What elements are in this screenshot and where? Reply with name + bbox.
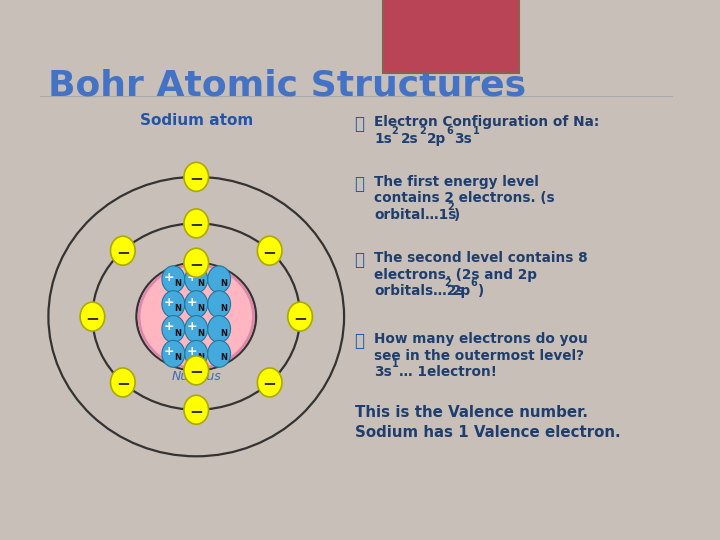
Text: ): ) <box>478 285 484 299</box>
Circle shape <box>207 340 230 367</box>
Circle shape <box>162 266 185 293</box>
Text: see in the outermost level?: see in the outermost level? <box>374 349 584 363</box>
Text: −: − <box>86 308 99 327</box>
Text: 1s: 1s <box>374 132 392 146</box>
Text: 3s: 3s <box>374 365 392 379</box>
Text: −: − <box>189 215 203 233</box>
Text: N: N <box>220 354 227 362</box>
Text: N: N <box>174 279 181 288</box>
Circle shape <box>162 315 185 342</box>
Text: +: + <box>163 320 174 333</box>
Text: 2: 2 <box>447 201 454 212</box>
Text: Electron Configuration of Na:: Electron Configuration of Na: <box>374 114 599 129</box>
Text: −: − <box>189 255 203 273</box>
Circle shape <box>185 315 207 342</box>
Text: N: N <box>220 304 227 313</box>
Circle shape <box>185 291 207 318</box>
Circle shape <box>185 266 207 293</box>
Circle shape <box>207 266 230 293</box>
Text: 6: 6 <box>471 278 477 288</box>
Circle shape <box>162 340 185 367</box>
Text: ): ) <box>454 208 460 222</box>
Text: +: + <box>186 345 197 358</box>
Text: −: − <box>263 374 276 393</box>
Text: This is the Valence number.: This is the Valence number. <box>355 404 588 420</box>
Circle shape <box>257 236 282 265</box>
Circle shape <box>184 356 209 385</box>
Text: 1: 1 <box>392 359 398 369</box>
Text: N: N <box>197 354 204 362</box>
Text: ⎈: ⎈ <box>355 114 364 133</box>
Text: Bohr Atomic Structures: Bohr Atomic Structures <box>48 68 526 102</box>
Circle shape <box>257 368 282 397</box>
Text: 2: 2 <box>444 278 451 288</box>
Text: +: + <box>163 271 174 284</box>
Text: N: N <box>197 279 204 288</box>
Text: orbital…1s: orbital…1s <box>374 208 456 222</box>
Text: ⎈: ⎈ <box>355 332 364 350</box>
Text: Sodium atom: Sodium atom <box>140 113 253 127</box>
Text: 2: 2 <box>392 126 398 136</box>
Text: −: − <box>116 243 130 261</box>
Circle shape <box>184 163 209 191</box>
Circle shape <box>184 395 209 424</box>
Text: N: N <box>197 304 204 313</box>
Text: N: N <box>174 329 181 338</box>
Text: N: N <box>220 329 227 338</box>
Circle shape <box>184 248 209 277</box>
Ellipse shape <box>139 265 253 368</box>
Circle shape <box>162 291 185 318</box>
Circle shape <box>207 315 230 342</box>
Text: Nucleus: Nucleus <box>171 370 221 383</box>
Text: −: − <box>189 169 203 187</box>
Text: 2p: 2p <box>427 132 446 146</box>
Text: N: N <box>197 329 204 338</box>
Text: electrons. (2s and 2p: electrons. (2s and 2p <box>374 268 537 282</box>
Text: −: − <box>263 243 276 261</box>
Text: N: N <box>174 354 181 362</box>
Text: +: + <box>163 295 174 308</box>
Circle shape <box>110 236 135 265</box>
Text: 2s: 2s <box>400 132 418 146</box>
Circle shape <box>185 340 207 367</box>
Text: −: − <box>189 362 203 380</box>
Text: −: − <box>189 402 203 420</box>
Text: The second level contains 8: The second level contains 8 <box>374 251 588 265</box>
Text: −: − <box>293 308 307 327</box>
Circle shape <box>184 209 209 238</box>
Text: +: + <box>186 295 197 308</box>
Text: N: N <box>174 304 181 313</box>
Text: 2: 2 <box>419 126 426 136</box>
Text: 3s: 3s <box>454 132 472 146</box>
Text: The first energy level: The first energy level <box>374 175 539 189</box>
Text: +: + <box>186 320 197 333</box>
FancyBboxPatch shape <box>383 0 519 73</box>
Circle shape <box>288 302 312 331</box>
Text: −: − <box>116 374 130 393</box>
Text: +: + <box>186 271 197 284</box>
Text: ⎈: ⎈ <box>355 175 364 193</box>
Circle shape <box>207 291 230 318</box>
Text: +: + <box>163 345 174 358</box>
Text: contains 2 electrons. (s: contains 2 electrons. (s <box>374 191 554 205</box>
Text: N: N <box>220 279 227 288</box>
Circle shape <box>80 302 104 331</box>
Circle shape <box>110 368 135 397</box>
Text: 6: 6 <box>446 126 453 136</box>
Text: Sodium has 1 Valence electron.: Sodium has 1 Valence electron. <box>355 425 620 440</box>
Text: … 1electron!: … 1electron! <box>399 365 497 379</box>
Text: 1: 1 <box>472 126 480 136</box>
Text: 2p: 2p <box>452 285 472 299</box>
Text: ⎈: ⎈ <box>355 251 364 269</box>
Text: How many electrons do you: How many electrons do you <box>374 332 588 346</box>
Text: orbitals…2s: orbitals…2s <box>374 285 464 299</box>
